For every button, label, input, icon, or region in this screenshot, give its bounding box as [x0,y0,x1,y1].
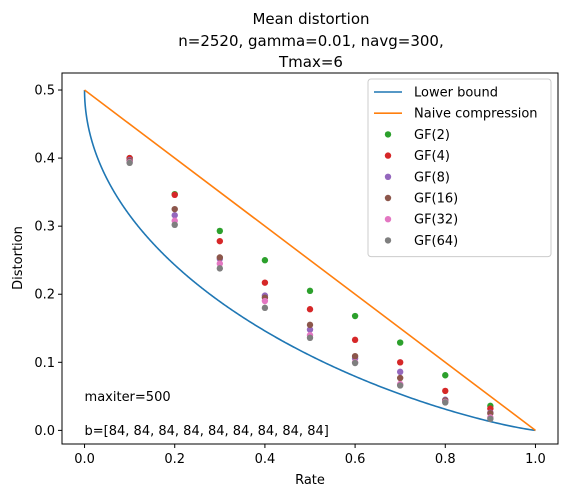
y-tick-label: 0.0 [34,424,55,439]
gf-64-point [351,359,359,367]
legend: Lower bound Naive compression GF(2) GF(4) GF… [367,78,552,258]
gf-4-point [261,279,269,286]
y-tick-label: 0.4 [34,152,55,167]
gf-16-point [306,321,314,329]
legend-label-lower-bound: Lower bound [414,86,498,101]
legend-label-gf-32: GF(32) [414,213,458,228]
x-tick-label: 0.0 [74,452,95,467]
x-tick-label: 1.0 [525,452,546,467]
gf-16-point [216,254,224,261]
x-tick-label: 0.8 [435,452,456,467]
annotation-layer: maxiter=500 b=[84, 84, 84, 84, 84, 84, 84… [85,390,329,439]
x-tick-label: 0.6 [345,452,366,467]
legend-label-gf-16: GF(16) [414,192,458,207]
data-layer [83,89,536,432]
gf-4-point [351,336,359,344]
legend-label-gf-2: GF(2) [414,128,450,143]
gf-2-point [396,339,404,346]
chart-title-line-2: n=2520, gamma=0.01, navg=300, [178,32,443,50]
gf-8-point [396,368,404,376]
legend-swatch-gf-2 [384,131,392,138]
gf-8-point [171,212,178,219]
gf-2-point [261,257,269,264]
gf-2-point [351,312,359,320]
legend-box [367,78,552,258]
gf-64-point [216,265,224,272]
legend-swatch-gf-4 [384,152,392,159]
gf-4-point [396,359,404,366]
gf-2-point [216,227,224,235]
gf-16-point [396,374,404,382]
x-axis: 0.0 0.2 0.4 0.6 0.8 1.0 [74,444,546,467]
gf-64-point [126,159,133,167]
gf-16-point [351,352,359,360]
legend-label-gf-8: GF(8) [414,170,450,185]
gf-4-point [216,237,224,245]
gf-4-point [171,191,178,199]
legend-label-naive-compression: Naive compression [414,107,538,122]
gf-2-point [306,287,314,295]
x-tick-label: 0.2 [164,452,185,467]
gf-64-point [171,221,178,229]
legend-label-gf-64: GF(64) [414,234,458,249]
y-tick-label: 0.5 [34,84,55,99]
legend-swatch-gf-8 [384,173,392,180]
x-axis-label: Rate [295,473,325,488]
y-axis-label: Distortion [11,226,26,290]
chart-title-line-3: Tmax=6 [278,53,343,71]
gf-16-point [171,205,178,213]
gf-64-point [396,382,404,389]
gf-4-point [442,387,449,395]
gf-2-point [442,372,449,379]
plot-frame [61,72,559,445]
annotation-maxiter: maxiter=500 [85,390,171,405]
gf-32-point [261,297,269,305]
legend-swatch-gf-32 [384,216,392,223]
gf-4-point [306,306,314,313]
gf-64-point [442,399,449,406]
lower-bound-line [83,90,536,432]
chart-title-line-1: Mean distortion [252,10,369,28]
gf-64-point [306,334,314,342]
gf-32-point [216,260,224,267]
y-axis: 0.0 0.1 0.2 0.3 0.4 0.5 [34,84,62,439]
naive-compression-line [84,89,536,432]
gf-64-point [261,304,269,312]
legend-swatch-gf-64 [384,237,392,244]
y-tick-label: 0.3 [34,220,55,235]
gf-64-point [487,415,494,423]
y-tick-label: 0.2 [34,288,55,303]
x-tick-label: 0.4 [255,452,276,467]
annotation-b: b=[84, 84, 84, 84, 84, 84, 84, 84, 84] [85,424,329,439]
y-tick-label: 0.1 [34,356,55,371]
gf-8-point [306,326,314,333]
legend-label-gf-4: GF(4) [414,149,450,164]
legend-swatch-gf-16 [384,194,392,202]
